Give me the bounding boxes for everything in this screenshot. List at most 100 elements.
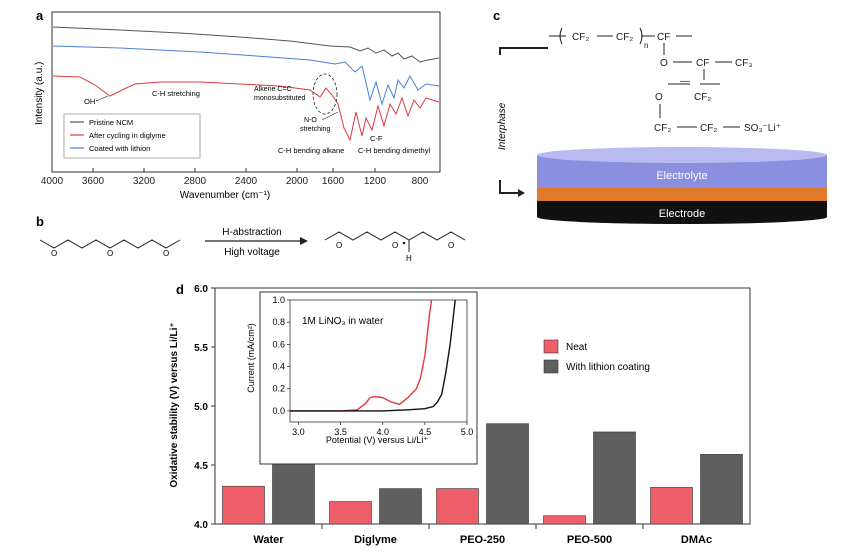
inset-ytick-label: 0.6 (272, 339, 285, 349)
lithion-structure: CF₂ CF₂ n CF O CF CF₃ — CF₂ O CF₂ CF₂ (549, 27, 781, 134)
bar-legend-swatch-neat (543, 339, 559, 354)
bar-legend-coated: With lithion coating (566, 362, 650, 373)
struct-so3li: SO₃⁻Li⁺ (744, 123, 781, 134)
bar-coated (486, 423, 529, 525)
layer-stack: Electrolyte Electrode (537, 147, 827, 224)
bar-ytick-label: 4.5 (194, 461, 208, 472)
ftir-annot-circle (312, 73, 338, 115)
ftir-legend-pristine: Pristine NCM (89, 118, 133, 127)
panel-b: b O O O H-abstraction High voltage O O O… (36, 214, 466, 263)
bar-neat (222, 485, 265, 525)
inset-line-neat (290, 299, 433, 412)
inset-ytick-label: 1.0 (272, 295, 285, 305)
reaction-arrow-bottom: High voltage (224, 247, 280, 258)
inset-ytick-label: 0.0 (272, 406, 285, 416)
struct-cf2: CF₂ (572, 32, 589, 43)
bar-coated (700, 454, 743, 525)
inset-plot-frame (289, 299, 468, 423)
reaction-arrow-top: H-abstraction (222, 227, 281, 238)
electrode-label: Electrode (659, 208, 705, 220)
struct-cf2: CF₂ (700, 123, 717, 134)
struct-n: n (644, 41, 648, 50)
reaction-arrowhead (300, 237, 308, 245)
bar-coated (379, 488, 422, 525)
inset-background (259, 291, 478, 465)
ftir-legend (63, 113, 201, 159)
bar-ytick-label: 5.0 (194, 402, 208, 413)
bar-ytick-label: 4.0 (194, 520, 208, 531)
ftir-xtick: 3600 (82, 176, 105, 187)
bar-category-label: Water (253, 534, 284, 546)
radical-h-atom: H (406, 254, 412, 263)
ftir-xtick: 1600 (322, 176, 345, 187)
interphase-arrowhead (518, 189, 525, 197)
ftir-xtick: 2400 (235, 176, 258, 187)
inset-line-coated (290, 299, 456, 412)
bar-ytick-label: 6.0 (194, 284, 208, 295)
bar-legend-neat: Neat (566, 342, 587, 353)
inset-xtick-label: 3.5 (334, 427, 347, 437)
struct-cf3: CF₃ (735, 58, 752, 69)
interphase-bracket-bottom (499, 180, 520, 194)
bar-coated (593, 431, 636, 525)
bar-category-label: PEO-500 (567, 534, 612, 546)
ftir-xtick: 800 (412, 176, 429, 187)
diglyme-o-atom: O (107, 249, 113, 258)
inset-ytick-label: 0.8 (272, 317, 285, 327)
bar-category-label: Diglyme (354, 534, 397, 546)
inset-ytick-label: 0.4 (272, 362, 285, 372)
radical-dot (402, 241, 406, 245)
panel-c: c CF₂ CF₂ n CF O CF CF₃ — CF₂ O C (493, 8, 827, 224)
ftir-xtick: 2800 (184, 176, 207, 187)
struct-o: O (655, 92, 663, 103)
inset-label: 1M LiNO₃ in water (302, 316, 384, 327)
panel-a-ylabel: Intensity (a.u.) (34, 62, 45, 125)
inset-ylabel: Current (mA/cm²) (246, 323, 256, 393)
ftir-annot-ch-stretch: C-H stretching (152, 89, 200, 98)
panel-d: d Oxidative stability (V) versus Li/Li⁺ … (169, 282, 751, 546)
ftir-xtick: 1200 (364, 176, 387, 187)
struct-cf: CF (657, 32, 670, 43)
electrode-bottom (537, 210, 827, 224)
diglyme-o-atom: O (163, 249, 169, 258)
ftir-xtick: 3200 (133, 176, 156, 187)
inset-xlabel: Potential (V) versus Li/Li⁺ (326, 435, 429, 445)
bar-neat (436, 488, 479, 525)
bar-neat (543, 515, 586, 525)
struct-cf2: CF₂ (694, 92, 711, 103)
diglyme-molecule (39, 239, 181, 249)
electrolyte-label: Electrolyte (656, 170, 707, 182)
panel-d-letter: d (176, 282, 184, 297)
bar-ytick-label: 5.5 (194, 343, 208, 354)
diglyme-o-atom: O (51, 249, 57, 258)
panel-a-letter: a (36, 8, 44, 23)
struct-cf2: CF₂ (616, 32, 633, 43)
bar-ylabel: Oxidative stability (V) versus Li/Li⁺ (169, 322, 180, 487)
ftir-annot-alkene-2: monosubstituted (254, 95, 305, 102)
ftir-annot-alkene-1: Alkene C=C (254, 86, 292, 93)
radical-o-atom: O (448, 241, 454, 250)
panel-a: a Intensity (a.u.) 4000 3600 3200 2800 2… (34, 8, 441, 201)
ftir-annot-oh: OH⁻ (84, 97, 99, 106)
inset-xtick-label: 3.0 (292, 427, 305, 437)
bar-legend-swatch-coated (543, 359, 559, 374)
interphase-bracket-top (499, 47, 548, 55)
inset-chart: 0.0 0.2 0.4 0.6 0.8 1.0 3.0 3.5 4.0 4.5 5.0 (259, 291, 478, 465)
ftir-line-pristine (52, 26, 440, 63)
ftir-line-coated (52, 45, 440, 106)
ftir-line-diglyme (52, 75, 440, 142)
bar-neat (329, 501, 372, 525)
ftir-annot-no-1: N-O (304, 117, 317, 124)
ftir-annot-cf: C-F (370, 134, 383, 143)
bar-chart: 4.0 4.5 5.0 5.5 6.0 Water Diglyme PEO-250 PEO-50… (194, 284, 751, 546)
radical-o-atom: O (336, 241, 342, 250)
ftir-annot-no-2: stretching (300, 126, 330, 133)
struct-line: — (680, 76, 690, 87)
panel-c-letter: c (493, 8, 500, 23)
bar-category-label: PEO-250 (460, 534, 505, 546)
bar-neat (650, 487, 693, 525)
ftir-annot-ch-bend-dimethyl: C-H bending dimethyl (358, 146, 430, 155)
panel-a-xlabel: Wavenumber (cm⁻¹) (180, 190, 270, 201)
ftir-legend-coated: Coated with lithion (89, 144, 150, 153)
struct-cf: CF (696, 58, 709, 69)
